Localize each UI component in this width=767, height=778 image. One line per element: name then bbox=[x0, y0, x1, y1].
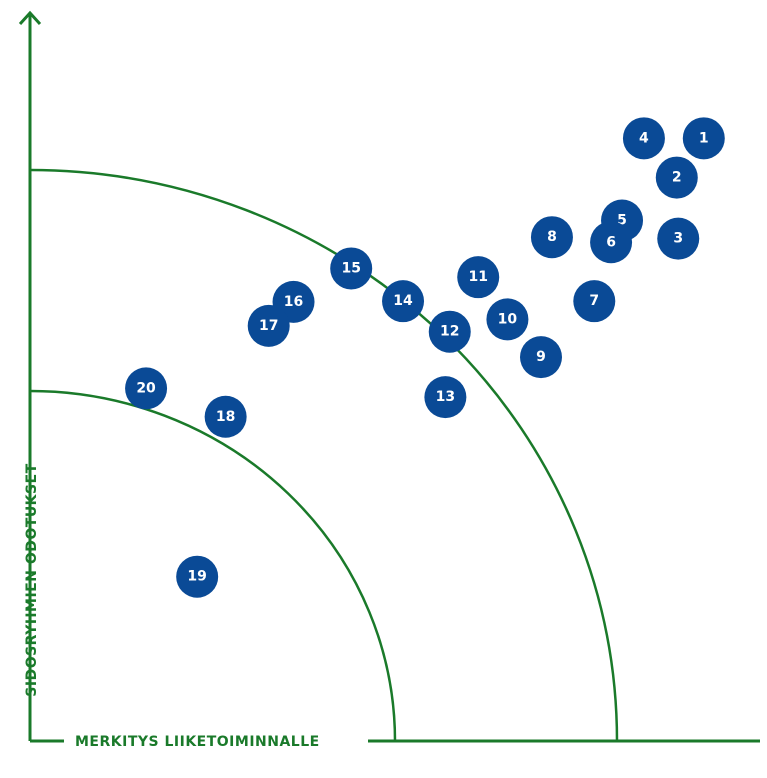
data-point-bubble bbox=[655, 156, 698, 199]
outer-arc bbox=[29, 168, 619, 742]
data-point-bubble bbox=[428, 310, 471, 353]
data-point-bubble bbox=[520, 336, 562, 379]
data-point-label: 2 bbox=[672, 170, 682, 186]
y-axis-arrow-icon bbox=[18, 10, 42, 26]
data-point: 12 bbox=[428, 310, 471, 353]
data-point-label: 1 bbox=[699, 130, 709, 146]
data-point-label: 7 bbox=[589, 293, 599, 309]
data-point-bubble bbox=[330, 247, 373, 290]
data-point-label: 19 bbox=[187, 569, 206, 585]
x-axis-label: MERKITYS LIIKETOIMINNALLE bbox=[75, 734, 320, 750]
data-point-label: 18 bbox=[216, 409, 235, 425]
data-point: 15 bbox=[330, 247, 373, 290]
data-point: 20 bbox=[125, 367, 168, 410]
data-point-label: 4 bbox=[639, 130, 649, 146]
data-point-bubble bbox=[176, 555, 219, 598]
data-point: 18 bbox=[204, 395, 247, 438]
data-point-label: 14 bbox=[393, 293, 413, 309]
data-point-bubble bbox=[530, 216, 573, 259]
data-point: 1 bbox=[682, 117, 725, 160]
data-point-bubble bbox=[622, 117, 665, 160]
data-point-label: 17 bbox=[259, 318, 278, 334]
inner-arc bbox=[29, 389, 397, 742]
data-point-bubble bbox=[204, 395, 247, 438]
data-point-label: 8 bbox=[547, 229, 557, 245]
data-point-label: 20 bbox=[136, 380, 156, 396]
data-point: 3 bbox=[657, 217, 700, 260]
data-point-bubble bbox=[590, 221, 633, 264]
data-point-label: 10 bbox=[498, 311, 518, 327]
data-point: 9 bbox=[520, 336, 562, 379]
data-point: 10 bbox=[486, 298, 529, 341]
data-point-label: 6 bbox=[606, 234, 616, 250]
data-point: 19 bbox=[176, 555, 219, 598]
data-point-bubble bbox=[573, 280, 616, 323]
data-point-bubble bbox=[486, 298, 529, 341]
data-point-label: 3 bbox=[673, 231, 683, 247]
data-point: 14 bbox=[382, 280, 425, 323]
data-point-label: 12 bbox=[440, 324, 459, 340]
data-point: 4 bbox=[622, 117, 665, 160]
data-point: 8 bbox=[530, 216, 573, 259]
data-point-label: 11 bbox=[468, 269, 487, 285]
data-point: 2 bbox=[655, 156, 698, 199]
data-point-bubble bbox=[682, 117, 725, 160]
data-point-label: 16 bbox=[284, 294, 303, 310]
data-point-label: 5 bbox=[617, 212, 627, 228]
data-point: 7 bbox=[573, 280, 616, 323]
data-point-label: 9 bbox=[536, 349, 546, 365]
data-point-bubble bbox=[125, 367, 168, 410]
data-point-bubble bbox=[457, 256, 500, 299]
data-point-bubble bbox=[424, 376, 467, 419]
data-point: 11 bbox=[457, 256, 500, 299]
data-point-bubble bbox=[657, 217, 700, 260]
data-point: 6 bbox=[590, 221, 633, 264]
y-axis-label: SIDOSRYHMIEN ODOTUKSET bbox=[24, 463, 40, 696]
data-point-label: 15 bbox=[341, 260, 360, 276]
data-point-bubble bbox=[382, 280, 425, 323]
data-point-bubble bbox=[247, 304, 290, 347]
data-point: 17 bbox=[247, 304, 290, 347]
data-point-label: 13 bbox=[436, 389, 455, 405]
data-point: 13 bbox=[424, 376, 467, 419]
